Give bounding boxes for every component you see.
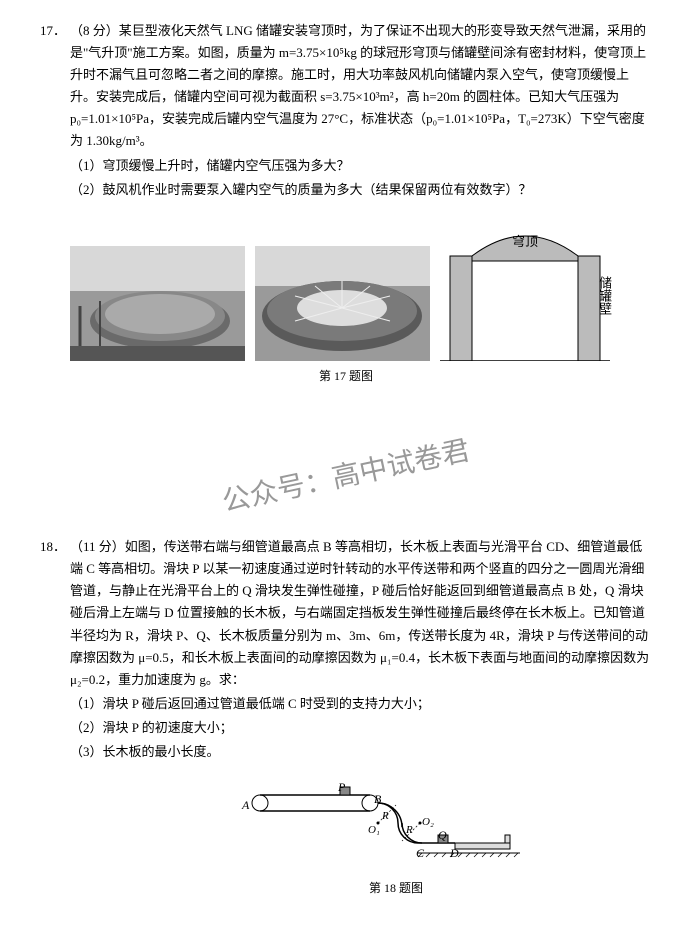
- q17-body: （8 分）某巨型液化天然气 LNG 储罐安装穹顶时，为了保证不出现大的形变导致天…: [70, 20, 652, 201]
- q18-points: （11 分）: [70, 539, 125, 554]
- q18-caption: 第 18 题图: [140, 878, 652, 898]
- label-R1: R: [382, 807, 389, 826]
- question-17: 17． （8 分）某巨型液化天然气 LNG 储罐安装穹顶时，为了保证不出现大的形…: [40, 20, 652, 201]
- label-wall: 储罐壁: [593, 276, 615, 315]
- label-O2: O₂: [422, 813, 434, 832]
- label-P: P: [338, 777, 345, 797]
- q18-body: （11 分）如图，传送带右端与细管道最高点 B 等高相切，长木板上表面与光滑平台…: [70, 536, 652, 763]
- label-O1: O₁: [368, 821, 380, 840]
- q17-photo-1: [70, 246, 245, 361]
- q17-caption: 第 17 题图: [40, 366, 652, 386]
- q17-sub1: （1）穹顶缓慢上升时，储罐内空气压强为多大？: [70, 155, 652, 177]
- label-A: A: [242, 795, 249, 815]
- q17-photo-2: [255, 246, 430, 361]
- q17-figures: 穹顶 储罐壁: [70, 221, 652, 361]
- q17-points: （8 分）: [70, 23, 119, 38]
- q17-number: 17．: [40, 20, 70, 201]
- label-B: B: [374, 789, 381, 809]
- q17-diagram: 穹顶 储罐壁: [440, 221, 610, 361]
- label-C: C: [416, 843, 424, 863]
- watermark-text: 公众号：高中试卷君: [218, 427, 474, 526]
- label-Q: Q: [438, 825, 447, 845]
- q18-sub3: （3）长木板的最小长度。: [70, 741, 652, 763]
- q17-sub2: （2）鼓风机作业时需要泵入罐内空气的质量为多大（结果保留两位有效数字）？: [70, 179, 652, 201]
- q18-sub2: （2）滑块 P 的初速度大小；: [70, 717, 652, 739]
- q17-text: 某巨型液化天然气 LNG 储罐安装穹顶时，为了保证不出现大的形变导致天然气泄漏，…: [70, 23, 646, 148]
- q18-text: 如图，传送带右端与细管道最高点 B 等高相切，长木板上表面与光滑平台 CD、细管…: [70, 539, 649, 687]
- watermark-area: 公众号：高中试卷君: [40, 416, 652, 536]
- question-18: 18． （11 分）如图，传送带右端与细管道最高点 B 等高相切，长木板上表面与…: [40, 536, 652, 763]
- q18-number: 18．: [40, 536, 70, 763]
- label-dome-html: 穹顶: [512, 231, 538, 253]
- label-D: D: [450, 843, 459, 863]
- q18-sub1: （1）滑块 P 碰后返回通过管道最低端 C 时受到的支持力大小；: [70, 693, 652, 715]
- q18-diagram: P A B R R O₁ O₂ C D Q: [240, 783, 520, 873]
- label-R2: R: [406, 821, 413, 840]
